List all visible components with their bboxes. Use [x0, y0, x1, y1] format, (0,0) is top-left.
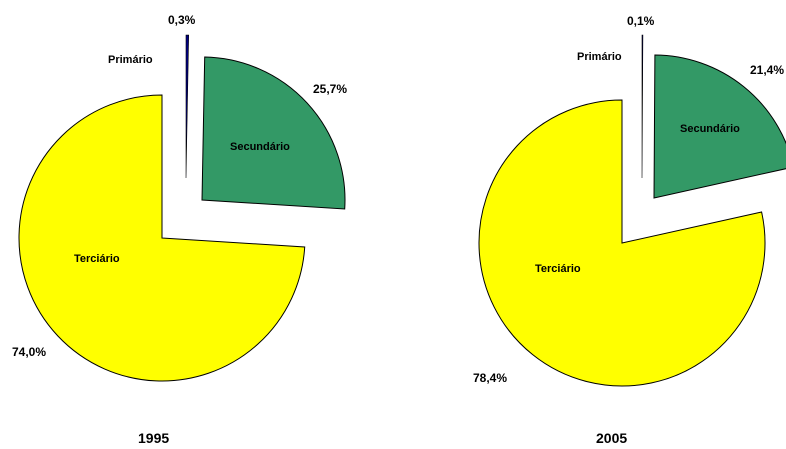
pie-2005-slice-terciario	[478, 99, 766, 387]
pie-1995-slice-primario	[185, 34, 190, 179]
pie-1995-primario-value: 0,3%	[168, 13, 196, 27]
pie-2005-terciario-label: Terciário	[535, 263, 581, 275]
pie-2005-slice-secundario	[653, 54, 786, 199]
pie-2005-primario-label: Primário	[577, 51, 622, 63]
pie-1995-secundario-label: Secundário	[230, 141, 290, 153]
pie-2005-terciario-value: 78,4%	[473, 371, 507, 385]
pie-1995-terciario-label: Terciário	[74, 253, 120, 265]
pie-1995-secundario-value: 25,7%	[313, 82, 347, 96]
pie-2005-title: 2005	[596, 430, 627, 446]
pie-1995-slice-secundario	[201, 56, 346, 210]
pie-2005-secundario-label: Secundário	[680, 123, 740, 135]
pie-2005-slice-primario	[641, 34, 644, 179]
pie-1995-slice-terciario	[18, 94, 306, 382]
pie-chart-2005	[478, 34, 786, 387]
pie-2005-primario-value: 0,1%	[627, 14, 655, 28]
pie-1995-title: 1995	[138, 430, 169, 446]
pie-2005-secundario-value: 21,4%	[750, 63, 784, 77]
pie-1995-terciario-value: 74,0%	[12, 345, 46, 359]
pie-chart-1995	[18, 34, 346, 382]
pie-1995-primario-label: Primário	[108, 54, 153, 66]
